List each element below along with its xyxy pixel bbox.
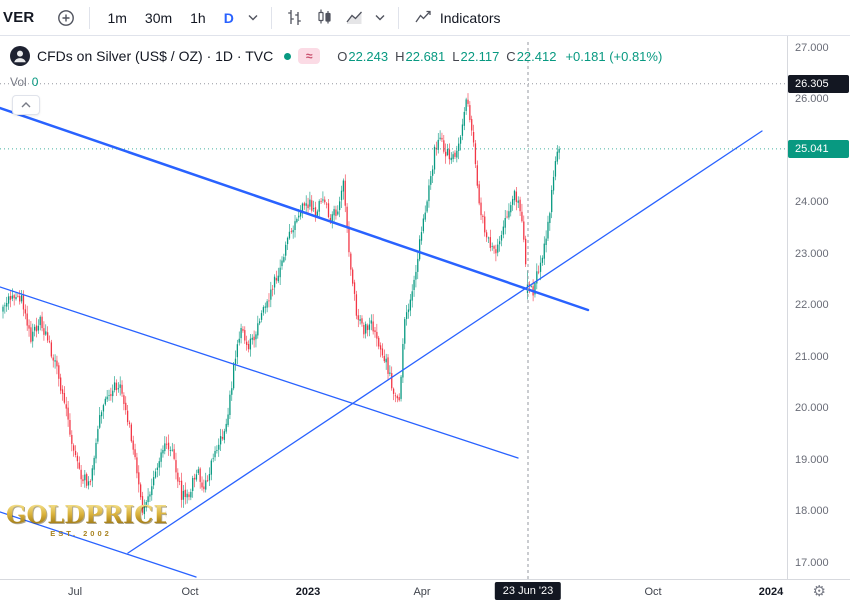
- high-label: H: [395, 48, 405, 64]
- time-axis-label: 2024: [758, 586, 784, 598]
- trendline[interactable]: [0, 286, 519, 459]
- interval-1h-button[interactable]: 1h: [182, 6, 214, 30]
- time-axis[interactable]: 23 Jun '23 ⚙ Jul Oct 2023 Apr Oct 2024: [0, 579, 850, 603]
- close-value: 22.412: [516, 48, 557, 64]
- symbol-name-partial[interactable]: VER: [3, 9, 35, 26]
- volume-label: Vol: [10, 75, 27, 89]
- price-axis[interactable]: 26.305 25.041 27.000 26.000 24.000 23.000 22…: [787, 36, 850, 579]
- change-value: +0.181 (+0.81%): [565, 48, 663, 64]
- price-axis-label: 18.000: [795, 505, 829, 518]
- market-status-icon[interactable]: [284, 52, 292, 60]
- open-value: 22.243: [348, 48, 389, 64]
- symbol-title[interactable]: CFDs on Silver (US$ / OZ) · 1D · TVC: [37, 48, 274, 64]
- synthetic-data-icon[interactable]: ≈: [298, 48, 321, 64]
- time-axis-label: Jul: [67, 586, 83, 598]
- price-axis-label: 19.000: [795, 453, 829, 466]
- low-value: 22.117: [460, 48, 500, 64]
- price-chart-plot[interactable]: [0, 36, 787, 579]
- time-axis-label: Apr: [413, 586, 431, 598]
- last-price-badge: 25.041: [788, 139, 849, 158]
- crosshair-lines: [0, 42, 787, 579]
- time-axis-label: 2023: [295, 586, 321, 598]
- indicators-button[interactable]: Indicators: [408, 4, 507, 31]
- close-label: C: [506, 48, 516, 64]
- time-axis-label: Oct: [181, 586, 199, 598]
- open-label: O: [337, 48, 348, 64]
- interval-1m-button[interactable]: 1m: [99, 6, 134, 30]
- legend-collapse-button[interactable]: [12, 95, 40, 115]
- price-axis-label: 24.000: [795, 196, 829, 209]
- toolbar-divider: [397, 6, 399, 29]
- high-value: 22.681: [405, 48, 446, 64]
- interval-30m-button[interactable]: 30m: [137, 6, 180, 30]
- ohlc-readout: O 22.243 H 22.681 L 22.117 C 22.412 +0.181 (…: [337, 49, 662, 64]
- low-label: L: [452, 48, 460, 64]
- interval-dropdown-chevron-icon[interactable]: [244, 4, 262, 32]
- crosshair-date-badge: 23 Jun '23: [494, 582, 562, 600]
- price-axis-label: 26.000: [795, 93, 829, 106]
- toolbar-divider: [270, 6, 272, 29]
- trendline[interactable]: [0, 106, 590, 312]
- price-axis-label: 22.000: [795, 299, 829, 312]
- bar-style-dropdown-chevron-icon[interactable]: [371, 4, 389, 32]
- price-axis-label: 17.000: [795, 556, 829, 569]
- bar-style-area-icon[interactable]: [341, 4, 369, 32]
- trendline-drawings[interactable]: [0, 106, 763, 578]
- settings-gear-icon[interactable]: ⚙: [812, 583, 826, 600]
- interval-1d-button[interactable]: D: [216, 6, 242, 30]
- trendline[interactable]: [0, 511, 197, 578]
- compare-add-icon[interactable]: [52, 4, 80, 32]
- indicators-icon: [414, 8, 433, 27]
- price-axis-label: 27.000: [795, 41, 829, 54]
- chart-area: CFDs on Silver (US$ / OZ) · 1D · TVC ≈ O…: [0, 36, 850, 579]
- price-axis-label: 20.000: [795, 402, 829, 415]
- symbol-logo-icon: [10, 46, 30, 66]
- chart-legend: CFDs on Silver (US$ / OZ) · 1D · TVC ≈ O…: [10, 46, 662, 89]
- trendline[interactable]: [127, 130, 763, 554]
- volume-value: 0: [31, 75, 39, 89]
- bar-style-candles-icon[interactable]: [311, 4, 339, 32]
- toolbar-divider: [89, 6, 91, 29]
- price-axis-label: 23.000: [795, 247, 829, 260]
- crosshair-price-badge: 26.305: [788, 74, 849, 93]
- bar-style-bars-icon[interactable]: [281, 4, 309, 32]
- price-axis-label: 21.000: [795, 350, 829, 363]
- candlestick-series: [2, 93, 560, 519]
- top-toolbar: VER 1m 30m 1h D: [0, 0, 850, 36]
- indicators-label: Indicators: [439, 9, 501, 26]
- time-axis-label: Oct: [644, 586, 662, 598]
